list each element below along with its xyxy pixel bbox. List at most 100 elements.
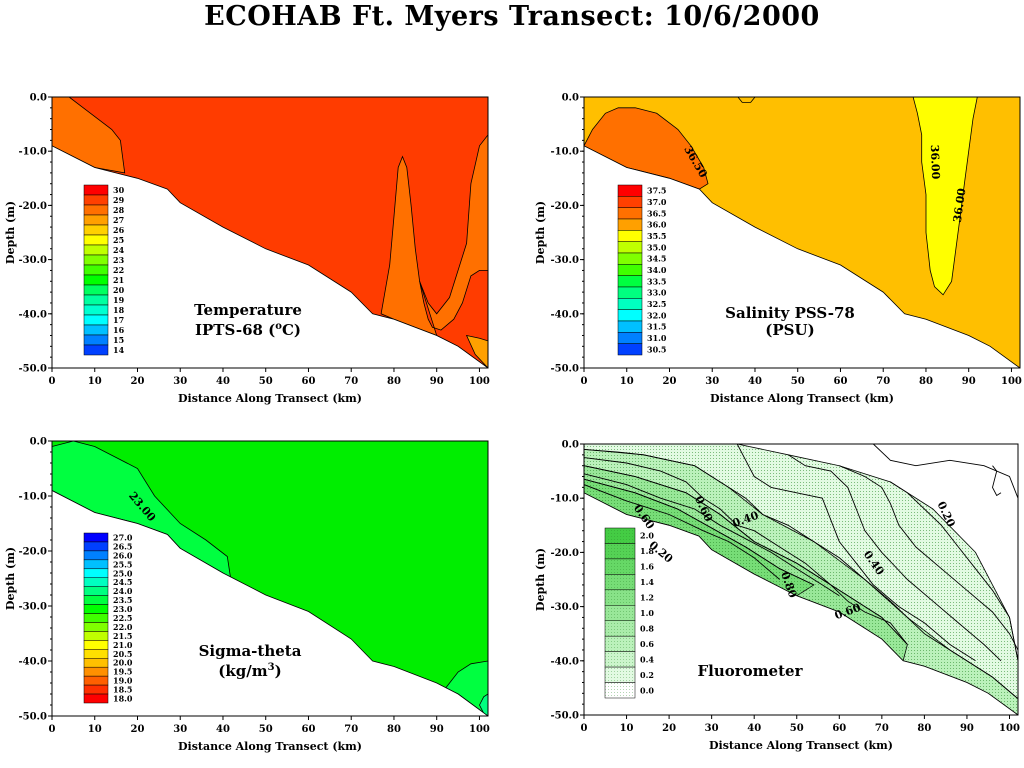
sigma-theta-colorbar-swatch-11: [83, 631, 109, 641]
salinity-colorbar-label-10: 32.5: [647, 299, 666, 309]
temperature-colorbar-swatch-4: [83, 224, 109, 236]
fluorometer-contour-line-11: [992, 465, 1002, 497]
temperature-y-tick-label-4: -40.0: [18, 309, 47, 320]
salinity-colorbar-swatch-9: [617, 286, 643, 299]
temperature-x-tick-label-5: 50: [259, 376, 273, 387]
salinity-colorbar-label-8: 33.5: [647, 276, 666, 286]
fluorometer-colorbar-label-8: 0.4: [640, 654, 654, 664]
sigma-theta-x-tick-label-5: 50: [259, 724, 273, 735]
temperature-x-axis-label: Distance Along Transect (km): [178, 392, 362, 405]
temperature-seafloor: [52, 145, 488, 368]
salinity-colorbar-label-13: 31.0: [647, 333, 667, 343]
fluorometer-x-tick-label-10: 100: [999, 723, 1020, 734]
sigma-theta-colorbar-swatch-8: [83, 604, 109, 614]
sigma-theta-colorbar-label-13: 20.5: [113, 649, 132, 659]
fluorometer-contour-line-10: [872, 444, 1018, 661]
sigma-theta-x-tick-label-6: 60: [302, 724, 316, 735]
sigma-theta-colorbar-swatch-5: [83, 577, 109, 587]
temperature-colorbar-label-3: 27: [113, 215, 124, 225]
temperature-colorbar-label-4: 26: [113, 225, 125, 235]
fluorometer-contour-line-3: [584, 473, 840, 597]
temperature-colorbar-label-10: 20: [113, 285, 125, 295]
salinity-y-axis-label: Depth (m): [534, 201, 547, 264]
sigma-theta-seafloor: [52, 490, 488, 716]
salinity-annotation-line-2: (PSU): [765, 321, 814, 339]
fluorometer-y-tick-label-0: 0.0: [562, 440, 579, 451]
temperature-colorbar-label-9: 21: [113, 275, 124, 285]
sigma-theta-x-tick-label-2: 20: [131, 724, 145, 735]
sigma-theta-x-tick-label-3: 30: [173, 724, 187, 735]
salinity-colorbar-swatch-8: [617, 275, 643, 288]
temperature-colorbar-swatch-16: [83, 344, 109, 356]
fluorometer-contour-line-2: [584, 465, 908, 645]
salinity-x-tick-label-6: 60: [834, 376, 848, 387]
temperature-colorbar-swatch-13: [83, 314, 109, 326]
fluorometer-x-tick-label-1: 10: [620, 723, 634, 734]
temperature-x-tick-label-3: 30: [173, 376, 187, 387]
temperature-annotation-line-2: IPTS-68 (oC): [195, 321, 301, 339]
sigma-theta-colorbar-swatch-17: [83, 684, 109, 695]
sigma-theta-colorbar-label-5: 24.5: [113, 577, 132, 587]
salinity-colorbar-swatch-1: [617, 196, 643, 208]
salinity-annotation-line-1: Salinity PSS-78: [725, 304, 855, 322]
temperature-colorbar-swatch-11: [83, 294, 109, 306]
fluorometer-x-tick-label-3: 30: [705, 723, 719, 734]
sigma-theta-colorbar-label-2: 26.0: [113, 550, 133, 560]
temperature-x-tick-label-7: 70: [344, 376, 358, 387]
sigma-theta-panel: 23.000 10 20 30 40 50 60 70 80 90 1000.0-10.0-20.0…: [4, 437, 490, 754]
salinity-colorbar-swatch-12: [617, 320, 643, 333]
temperature-plot-frame: [51, 96, 489, 369]
salinity-y-tick-label-0: 0.0: [562, 93, 579, 104]
salinity-colorbar-swatch-13: [617, 332, 643, 344]
sigma-theta-colorbar-label-12: 21.0: [113, 640, 133, 650]
salinity-x-tick-label-3: 30: [705, 376, 719, 387]
temperature-field: [52, 97, 488, 368]
fluorometer-colorbar-stipple: [605, 528, 635, 698]
temperature-colorbar-swatch-12: [83, 304, 109, 316]
sigma-theta-colorbar-label-4: 25.0: [113, 568, 133, 578]
temperature-y-tick-label-3: -30.0: [18, 255, 47, 266]
salinity-y-tick-label-3: -30.0: [550, 255, 579, 266]
fluorometer-x-tick-label-2: 20: [662, 723, 676, 734]
temperature-colorbar-swatch-2: [83, 204, 109, 216]
fluorometer-plot-frame: [583, 443, 1019, 716]
sigma-theta-colorbar-label-14: 20.0: [113, 658, 133, 668]
salinity-colorbar-swatch-3: [617, 218, 643, 231]
salinity-field: [584, 97, 1020, 368]
salinity-colorbar-label-5: 35.0: [647, 242, 667, 252]
salinity-x-tick-label-2: 20: [663, 376, 677, 387]
salinity-colorbar-swatch-10: [617, 298, 643, 310]
fluorometer-colorbar-label-2: 1.6: [640, 562, 654, 572]
fluorometer-x-tick-label-8: 80: [917, 723, 931, 734]
sigma-theta-colorbar-swatch-9: [83, 613, 109, 623]
temperature-colorbar-swatch-6: [83, 244, 109, 256]
sigma-theta-colorbar-swatch-2: [83, 550, 109, 561]
sigma-theta-colorbar-swatch-15: [83, 666, 109, 677]
sigma-theta-annotation-line-2: (kg/m3): [218, 662, 281, 680]
sigma-theta-colorbar-label-10: 22.0: [113, 622, 133, 632]
sigma-theta-colorbar-swatch-14: [83, 658, 109, 668]
salinity-seafloor: [584, 145, 1020, 368]
temperature-colorbar-label-12: 18: [113, 305, 125, 315]
temperature-x-tick-label-0: 0: [49, 376, 56, 387]
fluorometer-y-tick-label-5: -50.0: [550, 711, 579, 722]
temperature-region-3: [465, 334, 488, 368]
fluorometer-colorbar-label-1: 1.8: [640, 546, 654, 556]
sigma-theta-field: [52, 441, 488, 716]
temperature-y-tick-label-0: 0.0: [30, 93, 47, 104]
sigma-theta-colorbar-label-0: 27.0: [113, 532, 133, 542]
fluorometer-seafloor: [584, 492, 1018, 715]
sigma-theta-colorbar-swatch-4: [83, 568, 109, 578]
temperature-colorbar-label-15: 15: [113, 335, 124, 345]
sigma-theta-y-tick-label-3: -30.0: [18, 602, 47, 613]
fluorometer-x-tick-label-9: 90: [960, 723, 974, 734]
temperature-panel: 0 10 20 30 40 50 60 70 80 90 100 0.0 -10.0 -20.0 -30.0…: [4, 93, 490, 406]
sigma-theta-y-tick-label-2: -20.0: [18, 547, 47, 558]
salinity-x-tick-label-1: 10: [620, 376, 634, 387]
fluorometer-colorbar-label-9: 0.2: [640, 670, 654, 680]
temperature-x-tick-label-4: 40: [216, 376, 230, 387]
sigma-theta-annotation-line-1: Sigma-theta: [199, 642, 302, 660]
temperature-x-tick-label-10: 100: [469, 376, 490, 387]
temperature-colorbar-label-14: 16: [113, 325, 125, 335]
salinity-colorbar-swatch-2: [617, 207, 643, 220]
